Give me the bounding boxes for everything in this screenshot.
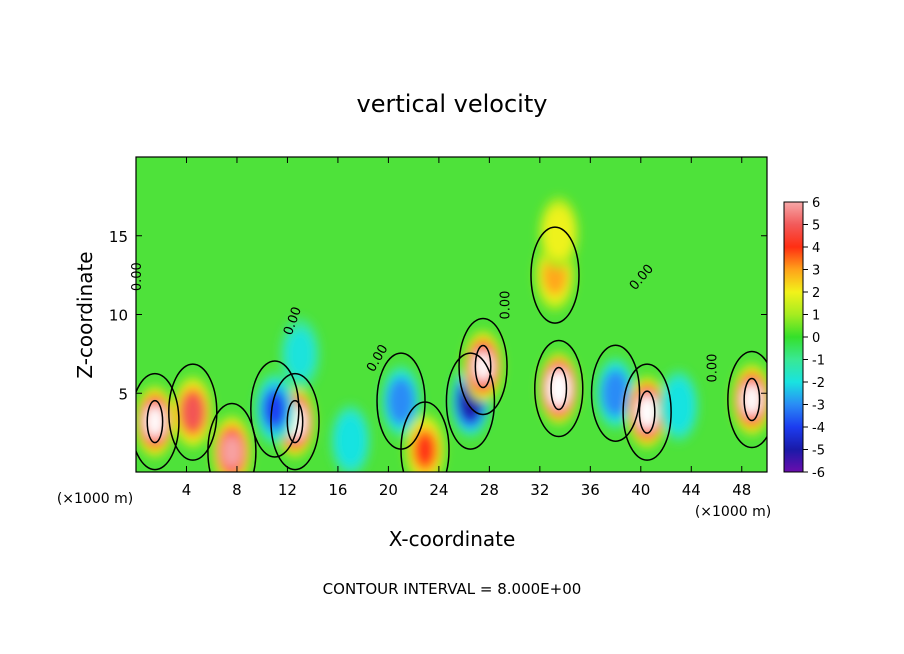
zero-contour: [590, 344, 641, 442]
contour-lines: [136, 226, 767, 472]
interval-contour: [286, 399, 304, 444]
colorbar-gradient: [783, 201, 804, 473]
contour-label: 0.00: [499, 291, 514, 320]
colorbar-tick-label: 0: [812, 331, 820, 346]
zero-contour: [136, 372, 180, 471]
colorbar-tick-label: -5: [812, 444, 825, 459]
x-tick-label: 44: [682, 481, 701, 499]
colorbar-tick-label: -4: [812, 421, 825, 436]
x-tick-label: 36: [581, 481, 600, 499]
field-blob: [181, 393, 204, 431]
x-tick-label: 8: [232, 481, 242, 499]
y-tick-label: 5: [118, 385, 128, 403]
y-axis: 5 10 15: [109, 228, 767, 403]
colorbar-tick-label: 4: [812, 241, 820, 256]
interval-contour: [550, 366, 568, 411]
colorbar-tick-label: -6: [812, 466, 825, 481]
x-tick-label: 32: [530, 481, 549, 499]
zero-contour: [207, 402, 257, 472]
zero-contour: [445, 352, 496, 450]
field-blob: [221, 434, 243, 469]
interval-contour: [743, 377, 761, 422]
zero-contour: [534, 339, 584, 438]
field-blob: [388, 380, 414, 422]
contour-label: 0.00: [130, 262, 145, 291]
zero-contour: [530, 226, 580, 324]
colorbar: 6 5 4 3 2 1 0 -1 -2 -3 -4 -5 -6: [783, 196, 825, 481]
interval-contour: [146, 399, 164, 444]
x-tick-label: 16: [328, 481, 347, 499]
colorbar-tick-label: -3: [812, 399, 825, 414]
x-tick-label: 20: [379, 481, 398, 499]
x-axis: 4 8 12 16 20 24 28 32 36 40 44 48: [182, 157, 751, 499]
interval-contour: [474, 344, 492, 389]
x-tick-label: 12: [278, 481, 297, 499]
plot-area: 0.000.000.000.000.000.00: [130, 156, 768, 473]
field-blob: [414, 432, 436, 468]
zero-contour: [168, 363, 218, 461]
field-blob: [550, 376, 567, 401]
x-tick-label: 48: [732, 481, 751, 499]
x-unit-label-left: (×1000 m): [57, 491, 133, 507]
colorbar-tick-label: 5: [812, 219, 820, 234]
y-tick-label: 15: [109, 228, 128, 246]
contour-label: 0.00: [706, 354, 721, 383]
field-blob: [474, 352, 492, 381]
field-blob: [603, 372, 628, 414]
zero-contour: [622, 363, 672, 461]
zero-contour: [400, 401, 450, 472]
interval-contour: [638, 390, 656, 434]
zero-contour: [250, 360, 300, 458]
field-blob: [336, 416, 365, 465]
y-tick-label: 10: [109, 307, 128, 325]
field-blob: [638, 399, 656, 426]
field-blob: [264, 391, 286, 427]
contour-interval-note: CONTOUR INTERVAL = 8.000E+00: [323, 580, 582, 598]
x-tick-label: 40: [631, 481, 650, 499]
y-axis-label: Z-coordinate: [73, 251, 97, 378]
chart-title: vertical velocity: [357, 90, 548, 118]
field-blob: [742, 384, 762, 416]
x-tick-label: 24: [429, 481, 448, 499]
colorbar-ticks: 6 5 4 3 2 1 0 -1 -2 -3 -4 -5 -6: [803, 196, 825, 481]
colorbar-tick-label: -1: [812, 354, 825, 369]
zero-contour: [458, 317, 508, 416]
colorbar-tick-label: 1: [812, 309, 820, 324]
field-blob: [145, 406, 165, 438]
x-tick-label: 28: [480, 481, 499, 499]
colorbar-tick-label: -2: [812, 376, 825, 391]
x-unit-label-right: (×1000 m): [695, 504, 771, 520]
field-blob: [285, 329, 315, 379]
x-axis-label: X-coordinate: [389, 527, 516, 551]
colorbar-tick-label: 6: [812, 196, 820, 211]
zero-contour: [727, 350, 767, 449]
zero-contour: [270, 372, 320, 471]
field-blob: [543, 205, 575, 260]
colorbar-tick-label: 3: [812, 264, 820, 279]
x-tick-label: 4: [182, 481, 192, 499]
colorbar-tick-label: 2: [812, 286, 820, 301]
